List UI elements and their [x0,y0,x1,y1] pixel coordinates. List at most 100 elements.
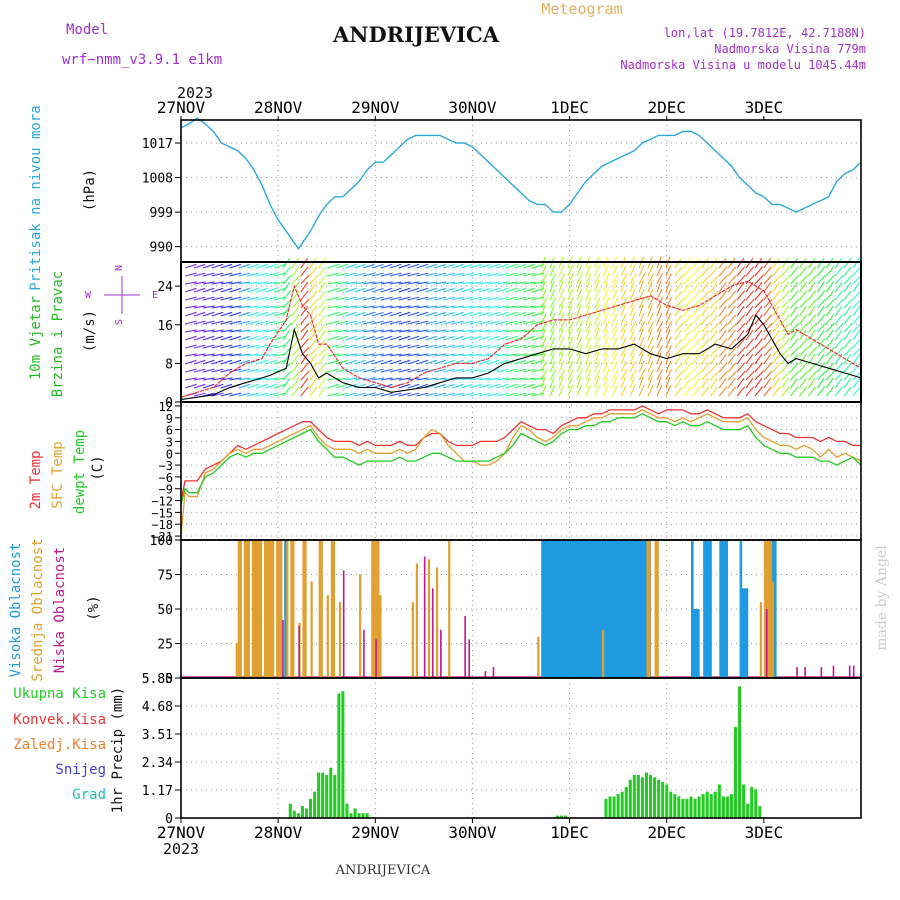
wind-barb [184,344,197,349]
x-tick-label-top: 28NOV [254,98,303,117]
wind-ylabel-2: Brzina i Pravac [50,271,66,397]
wind-barb [852,386,861,397]
high-cloud-bar [591,540,595,678]
wind-barb [594,360,601,373]
watermark: made by Angel [874,545,890,651]
high-cloud-bar [603,540,607,678]
wind-barb [674,346,684,357]
wind-barb [425,329,438,333]
wind-barb [585,297,592,309]
mid-cloud-bar [320,540,323,678]
wind-barb [487,392,500,397]
wind-barb [496,353,509,357]
wind-barb [718,281,727,293]
wind-barb [683,314,692,325]
precip-bar [365,813,369,818]
wind-barb [807,322,817,333]
wind-barb [505,368,518,373]
wind-barb [452,329,465,333]
wind-barb [816,266,826,277]
wind-barb [701,322,711,333]
precip-bar [649,774,653,818]
wind-barb [514,353,527,357]
wind-barb [309,386,318,397]
wind-barb [505,392,518,397]
wind-barb [692,377,700,389]
wind-barb [478,263,491,269]
y-tick-label: 24 [157,280,173,295]
wind-barb [674,298,684,309]
wind-barb [718,322,728,333]
precip-bar [357,813,361,818]
wind-barb [620,288,627,301]
wind-barb [211,305,224,309]
wind-barb [291,274,301,285]
y-tick-label: 8 [165,357,173,372]
x-tick-label-bottom: 30NOV [448,823,497,842]
wind-barb [647,360,654,373]
wind-barb [514,263,527,269]
wind-barb [247,377,260,381]
wind-barb [576,352,582,365]
wind-barb [256,281,269,285]
wind-barb [683,329,692,341]
low-cloud-bar [282,620,284,678]
wind-barb [638,345,646,357]
wind-barb [683,370,693,381]
mid-cloud-bar [278,540,281,678]
wind-barb [371,311,384,317]
wind-barb [469,305,482,309]
wind-barb [300,329,309,341]
wind-barb [567,273,575,285]
high-cloud-bar [543,540,546,678]
y-tick-label: 3.51 [142,728,173,743]
wind-barb [505,383,518,389]
wind-barb [380,305,393,309]
wind-barb [202,296,215,301]
mid-cloud-ylabel: Srednja Oblacnost [30,538,46,681]
wind-barb [701,281,709,293]
wind-barb [514,311,527,317]
wind-barb [549,321,557,333]
wind-barb [229,335,242,341]
wind-barb [638,280,644,293]
wind-barb [807,298,817,309]
wind-barb [558,304,564,317]
wind-barb [354,305,367,309]
precip-bar [612,796,616,818]
wind-barb [363,305,376,309]
wind-barb [469,296,482,301]
mid-cloud-bar [338,602,342,678]
wind-barb [709,377,718,389]
wind-barb [514,392,527,397]
wind-barb [478,344,491,349]
wind-barb [701,377,709,389]
wind-barb [273,392,286,397]
high-cloud-bar [612,540,615,678]
wind-barb [523,305,536,309]
wind-barb [585,321,592,333]
wind-barb [852,362,861,373]
wind-barb [416,383,429,389]
wind-barb [238,377,251,381]
wind-barb [452,305,465,309]
wind-barb [825,305,834,317]
wind-gust-line [180,280,862,398]
mid-cloud-bar [326,595,329,678]
wind-barb [807,377,816,389]
wind-barb [727,257,736,269]
mid-cloud-bar [253,540,257,678]
wind-barb [567,304,573,317]
wind-barb [184,320,197,325]
precip-bar [717,784,721,818]
high-cloud-bar [626,540,629,678]
wind-barb [398,368,411,373]
wind-barb [852,377,861,389]
mid-cloud-bar [371,540,374,678]
wind-barb [371,353,384,357]
wind-barb [710,362,719,373]
wind-barb [701,329,709,341]
wind-barb [736,346,746,357]
wind-barb [825,274,835,285]
wind-barb [220,305,233,309]
